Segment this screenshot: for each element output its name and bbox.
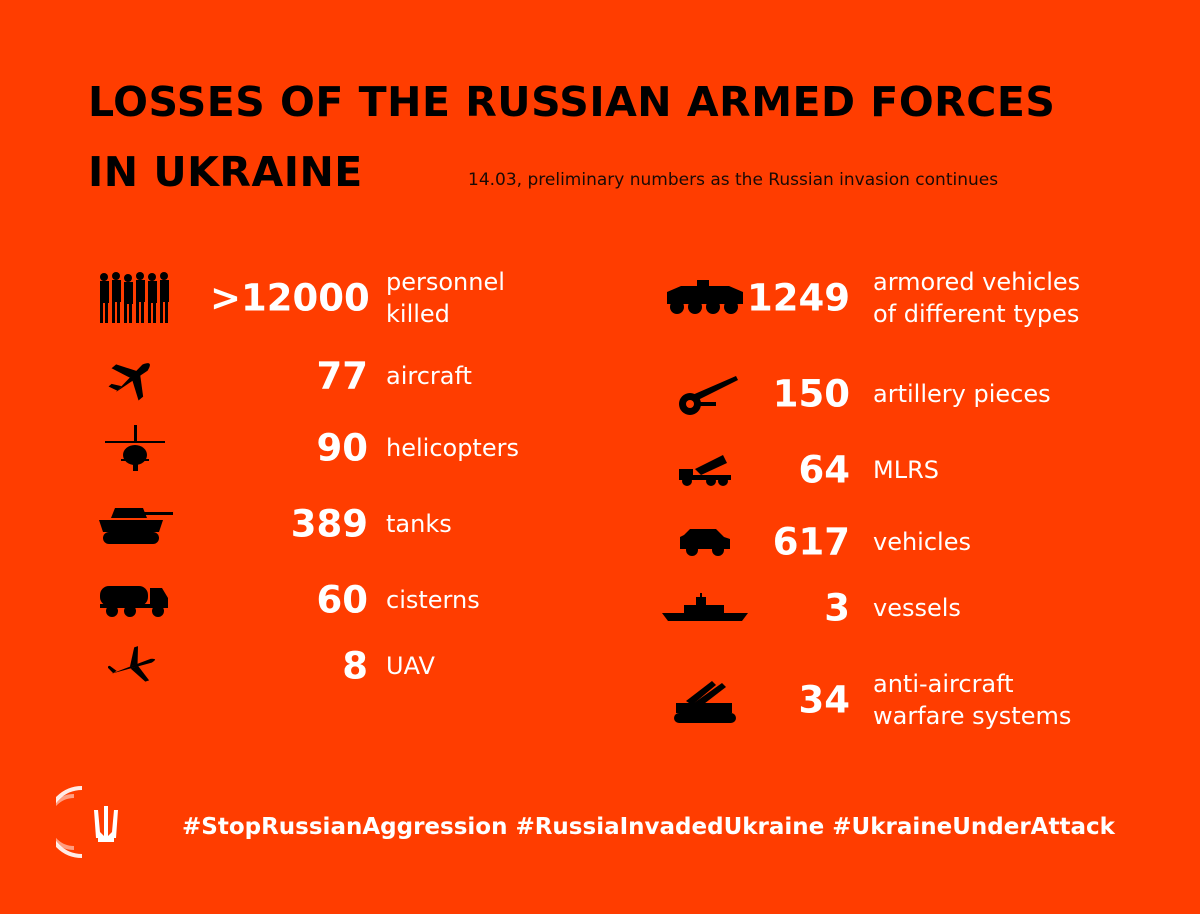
stat-label: MLRS (873, 456, 939, 484)
stat-value: 64 (798, 448, 851, 492)
stat-cisterns: 60 cisterns (60, 570, 560, 630)
mlrs-icon (650, 453, 760, 487)
stat-label: cisterns (386, 586, 480, 614)
page-title-line-1: LOSSES OF THE RUSSIAN ARMED FORCES (88, 78, 1056, 126)
aircraft-icon (60, 351, 210, 401)
stat-helicopters: 90 helicopters (60, 418, 560, 478)
page-subtitle: 14.03, preliminary numbers as the Russia… (468, 170, 999, 190)
stat-label: vessels (873, 594, 961, 622)
cistern-truck-icon (60, 582, 210, 618)
soldiers-icon (60, 271, 210, 325)
stat-value: 3 (824, 586, 850, 630)
stat-anti-aircraft: 34 anti-aircraft warfare systems (650, 670, 1190, 730)
stat-label: anti-aircraft warfare systems (873, 670, 1072, 730)
stat-value: 150 (772, 372, 850, 416)
stat-value: 34 (798, 678, 851, 722)
tank-icon (60, 502, 210, 546)
stat-vessels: 3 vessels (650, 578, 1190, 638)
anti-aircraft-icon (650, 675, 760, 725)
stat-value: 60 (316, 578, 369, 622)
stat-aircraft: 77 aircraft (60, 346, 560, 406)
stat-uav: 8 UAV (60, 636, 560, 696)
armored-vehicle-icon (650, 280, 760, 316)
stat-label: aircraft (386, 362, 472, 390)
car-icon (650, 527, 760, 557)
artillery-icon (650, 372, 760, 416)
page-title-line-2: IN UKRAINE (88, 148, 363, 196)
stat-personnel: >12000 personnel killed (60, 268, 560, 328)
stat-label: armored vehicles of different types (873, 268, 1081, 328)
stat-tanks: 389 tanks (60, 494, 560, 554)
stat-value: 1249 (747, 276, 850, 320)
helicopter-icon (60, 423, 210, 473)
stat-value: >12000 (210, 276, 370, 320)
footer-hashtags: #StopRussianAggression #RussiaInvadedUkr… (182, 814, 1115, 840)
stat-value: 77 (316, 354, 369, 398)
ukraine-trident-emblem-icon (46, 782, 136, 866)
stat-label: artillery pieces (873, 380, 1051, 408)
drone-icon (60, 646, 210, 686)
stat-label: personnel killed (386, 268, 505, 328)
stat-label: UAV (386, 652, 435, 680)
stat-label: tanks (386, 510, 452, 538)
stat-mlrs: 64 MLRS (650, 440, 1190, 500)
stat-label: vehicles (873, 528, 971, 556)
warship-icon (650, 593, 760, 623)
stat-value: 389 (290, 502, 368, 546)
stat-label: helicopters (386, 434, 519, 462)
stat-value: 90 (316, 426, 369, 470)
stat-value: 8 (342, 644, 368, 688)
stat-value: 617 (772, 520, 850, 564)
stat-vehicles: 617 vehicles (650, 512, 1190, 572)
stat-armored-vehicles: 1249 armored vehicles of different types (650, 268, 1190, 328)
stat-artillery: 150 artillery pieces (650, 364, 1190, 424)
